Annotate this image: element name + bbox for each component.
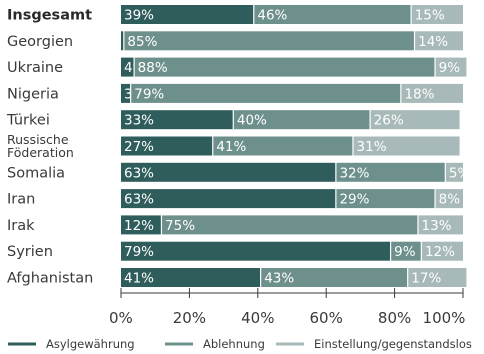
data-label-afghanistan-einstellung-gegenstandslos: 17% (411, 271, 441, 287)
legend-label-asylgew-hrung: Asylgewährung (46, 337, 135, 351)
bar-georgien-asylgew-hrung (121, 31, 124, 51)
bar-afghanistan-asylgew-hrung (121, 268, 261, 287)
bar-iran-einstellung-gegenstandslos (435, 189, 463, 209)
bar-t-rkei-ablehnung (233, 110, 370, 130)
data-label-t-rkei-ablehnung: 40% (237, 113, 267, 129)
bar-insgesamt-asylgew-hrung (121, 5, 254, 24)
data-label-irak-asylgew-hrung: 12% (124, 218, 154, 234)
x-tick-label-40: 40% (241, 309, 274, 327)
bar-t-rkei-asylgew-hrung (121, 110, 233, 130)
category-label-georgien: Georgien (7, 34, 73, 50)
data-label-ukraine-einstellung-gegenstandslos: 9% (439, 60, 461, 76)
bar-russische-f-deration-asylgew-hrung (121, 136, 213, 156)
bar-iran-asylgew-hrung (121, 189, 336, 209)
data-label-somalia-einstellung-gegenstandslos: 5% (449, 165, 471, 181)
category-label-afghanistan: Afghanistan (7, 271, 93, 287)
bar-ukraine-ablehnung (134, 57, 435, 77)
bar-afghanistan-ablehnung (261, 268, 408, 287)
category-label-t-rkei: Türkei (6, 113, 50, 129)
data-label-insgesamt-ablehnung: 46% (257, 8, 287, 24)
data-label-russische-f-deration-ablehnung: 41% (216, 139, 246, 155)
bar-somalia-ablehnung (336, 162, 445, 182)
bar-nigeria-ablehnung (131, 83, 401, 103)
bar-russische-f-deration-ablehnung (213, 136, 353, 156)
bar-ukraine-einstellung-gegenstandslos (435, 57, 467, 77)
category-label-syrien: Syrien (7, 244, 53, 260)
data-label-afghanistan-asylgew-hrung: 41% (124, 271, 154, 287)
data-label-russische-f-deration-einstellung-gegenstandslos: 31% (357, 139, 387, 155)
data-label-syrien-einstellung-gegenstandslos: 12% (425, 244, 455, 260)
bar-irak-ablehnung (162, 215, 418, 235)
bar-irak-asylgew-hrung (121, 215, 161, 235)
x-tick-label-0: 0% (109, 309, 133, 327)
data-label-iran-asylgew-hrung: 63% (124, 192, 154, 208)
x-tick-label-100: 100% (423, 309, 466, 327)
data-label-somalia-ablehnung: 32% (339, 165, 369, 181)
data-label-syrien-ablehnung: 9% (394, 244, 416, 260)
bar-russische-f-deration-einstellung-gegenstandslos (353, 136, 460, 156)
bar-iran-ablehnung (336, 189, 435, 209)
bar-t-rkei-einstellung-gegenstandslos (370, 110, 460, 130)
x-tick-label-20: 20% (173, 309, 206, 327)
data-label-nigeria-ablehnung: 79% (134, 86, 164, 102)
data-label-syrien-asylgew-hrung: 79% (124, 244, 154, 260)
data-label-russische-f-deration-asylgew-hrung: 27% (124, 139, 154, 155)
bar-irak-einstellung-gegenstandslos (418, 215, 463, 235)
data-label-georgien-ablehnung: 85% (127, 34, 157, 50)
data-label-ukraine-ablehnung: 88% (138, 60, 168, 76)
bar-insgesamt-einstellung-gegenstandslos (411, 5, 463, 24)
bars-group: 39%46%15%1%85%14%4%88%9%3%79%18%33%40%26… (121, 5, 470, 287)
data-label-georgien-einstellung-gegenstandslos: 14% (418, 34, 448, 50)
bar-nigeria-asylgew-hrung (121, 83, 131, 103)
data-label-t-rkei-einstellung-gegenstandslos: 26% (374, 113, 404, 129)
bar-syrien-ablehnung (391, 241, 421, 261)
x-axis: 0% 20% 40% 60% 80% 100% (109, 288, 465, 327)
legend-swatch-einstellung-gegenstandslos (276, 342, 304, 346)
bar-syrien-einstellung-gegenstandslos (421, 241, 463, 261)
category-label-insgesamt: Insgesamt (7, 8, 92, 24)
bar-afghanistan-einstellung-gegenstandslos (408, 268, 467, 287)
category-label-russische-f-deration: Russische Föderation (7, 132, 74, 160)
x-tick-label-60: 60% (310, 309, 343, 327)
category-label-ukraine: Ukraine (7, 60, 63, 76)
data-label-irak-ablehnung: 75% (165, 218, 195, 234)
data-label-insgesamt-asylgew-hrung: 39% (124, 8, 154, 24)
legend-label-ablehnung: Ablehnung (203, 337, 265, 351)
data-label-somalia-asylgew-hrung: 63% (124, 165, 154, 181)
data-label-insgesamt-einstellung-gegenstandslos: 15% (415, 8, 445, 24)
legend-swatch-asylgew-hrung (8, 342, 36, 346)
category-label-somalia: Somalia (7, 165, 65, 181)
bar-insgesamt-ablehnung (254, 5, 411, 24)
bar-syrien-asylgew-hrung (121, 241, 390, 261)
bar-ukraine-asylgew-hrung (121, 57, 134, 77)
bar-georgien-ablehnung (124, 31, 414, 51)
data-label-afghanistan-ablehnung: 43% (264, 271, 294, 287)
data-label-t-rkei-asylgew-hrung: 33% (124, 113, 154, 129)
category-label-irak: Irak (7, 218, 35, 234)
bar-somalia-einstellung-gegenstandslos (445, 162, 463, 182)
bar-georgien-einstellung-gegenstandslos (415, 31, 463, 51)
bar-somalia-asylgew-hrung (121, 162, 336, 182)
category-label-iran: Iran (7, 192, 35, 208)
legend: Asylgewährung Ablehnung Einstellung/gegens… (8, 337, 472, 351)
legend-swatch-ablehnung (165, 342, 193, 346)
data-label-iran-ablehnung: 29% (339, 192, 369, 208)
data-label-iran-einstellung-gegenstandslos: 8% (439, 192, 461, 208)
x-tick-label-80: 80% (378, 309, 411, 327)
data-label-irak-einstellung-gegenstandslos: 13% (422, 218, 452, 234)
data-label-nigeria-einstellung-gegenstandslos: 18% (404, 86, 434, 102)
category-label-nigeria: Nigeria (7, 86, 59, 102)
bar-nigeria-einstellung-gegenstandslos (401, 83, 463, 103)
legend-label-einstellung-gegenstandslos: Einstellung/gegenstandslos (314, 337, 472, 351)
category-labels: Insgesamt Georgien Ukraine Nigeria Türkei Rus… (6, 8, 93, 287)
